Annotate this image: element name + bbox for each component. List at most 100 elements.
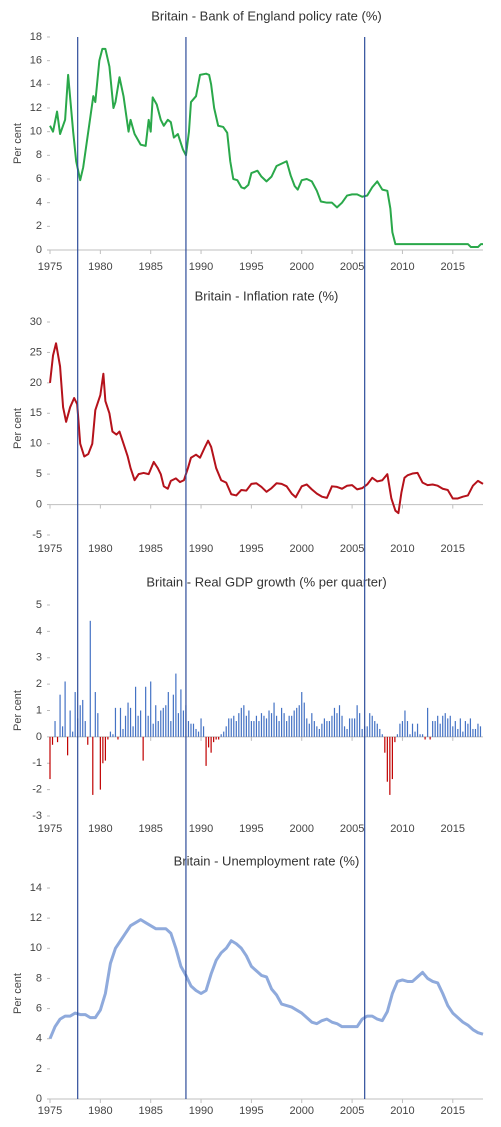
bar: [218, 736, 220, 740]
bar: [89, 620, 91, 737]
x-tick-label: 2000: [290, 543, 314, 555]
bar: [215, 736, 217, 740]
bar: [233, 715, 235, 737]
bar: [348, 718, 351, 737]
y-tick-label: -3: [32, 810, 42, 822]
y-tick-label: 0: [36, 244, 42, 256]
bar: [142, 736, 144, 761]
bar: [306, 718, 308, 737]
bar: [427, 707, 429, 737]
y-tick-label: 0: [36, 498, 42, 510]
y-tick-label: 10: [30, 942, 42, 954]
bar: [469, 718, 472, 737]
bar: [165, 705, 167, 737]
bar: [49, 736, 51, 780]
bar: [447, 718, 449, 737]
x-tick-label: 1995: [239, 1105, 263, 1117]
bar: [303, 702, 305, 737]
bar: [114, 707, 117, 737]
bar: [374, 721, 376, 737]
bar: [379, 728, 381, 737]
bar: [248, 710, 250, 737]
bar: [434, 721, 436, 737]
y-axis-label: Per cent: [12, 408, 24, 449]
y-tick-label: 18: [30, 31, 42, 43]
chart-title: Britain - Real GDP growth (% per quarter…: [146, 574, 386, 589]
chart-title: Britain - Bank of England policy rate (%…: [151, 8, 382, 23]
bar: [192, 723, 195, 737]
bar: [182, 710, 185, 737]
bar: [202, 726, 205, 737]
bar: [268, 710, 270, 737]
bar: [323, 718, 326, 737]
bar: [457, 728, 459, 737]
bar: [225, 726, 227, 737]
x-tick-label: 1975: [38, 261, 62, 273]
x-tick-label: 1980: [88, 1105, 112, 1117]
bar: [157, 721, 159, 737]
bar: [394, 736, 396, 743]
bar: [336, 713, 338, 737]
bar: [99, 736, 101, 790]
bar: [190, 723, 192, 737]
y-tick-label: -5: [32, 529, 42, 541]
bar: [283, 713, 285, 737]
bar: [124, 715, 127, 737]
bar: [419, 734, 421, 737]
bar: [230, 718, 232, 737]
bar: [359, 713, 361, 737]
y-tick-label: 25: [30, 346, 42, 358]
bar: [213, 736, 215, 743]
y-tick-label: 16: [30, 55, 42, 67]
bar: [384, 736, 386, 753]
bar: [396, 734, 399, 737]
bar: [316, 726, 318, 737]
chart-title: Britain - Unemployment rate (%): [174, 853, 360, 868]
bar: [200, 718, 202, 737]
bar: [94, 692, 96, 737]
y-tick-label: 5: [36, 599, 42, 611]
bar: [223, 731, 225, 737]
bar: [260, 713, 263, 737]
bar: [311, 713, 313, 737]
bar: [250, 721, 252, 737]
y-tick-label: 20: [30, 377, 42, 389]
bar: [411, 723, 414, 737]
x-tick-label: 2005: [340, 261, 364, 273]
bar: [147, 715, 149, 737]
bar: [54, 721, 56, 737]
bar: [404, 710, 406, 737]
bar: [210, 736, 212, 753]
y-tick-label: 0: [36, 1093, 42, 1105]
bar: [180, 689, 182, 737]
bar: [452, 726, 454, 737]
x-tick-label: 2005: [340, 823, 364, 835]
bar: [134, 686, 137, 737]
bar: [172, 694, 174, 737]
bar: [119, 707, 122, 737]
y-tick-label: 8: [36, 972, 42, 984]
data-line: [48, 918, 484, 1040]
y-axis-label: Per cent: [12, 123, 24, 164]
bar: [389, 736, 391, 795]
bar: [442, 715, 444, 737]
bar: [275, 715, 278, 737]
x-tick-label: 1990: [189, 823, 213, 835]
bar: [298, 705, 300, 737]
bar: [137, 715, 139, 737]
bar: [424, 736, 426, 740]
x-tick-label: 1985: [138, 261, 162, 273]
y-tick-label: 14: [30, 882, 42, 894]
bar: [238, 713, 240, 737]
x-tick-label: 1975: [38, 1105, 62, 1117]
bar: [308, 723, 310, 737]
x-tick-label: 2015: [441, 823, 465, 835]
data-line: [49, 342, 484, 515]
bar: [220, 734, 222, 737]
y-tick-label: 15: [30, 407, 42, 419]
x-tick-label: 1980: [88, 261, 112, 273]
bar: [152, 723, 154, 737]
y-tick-label: 10: [30, 126, 42, 138]
bar: [331, 715, 333, 737]
